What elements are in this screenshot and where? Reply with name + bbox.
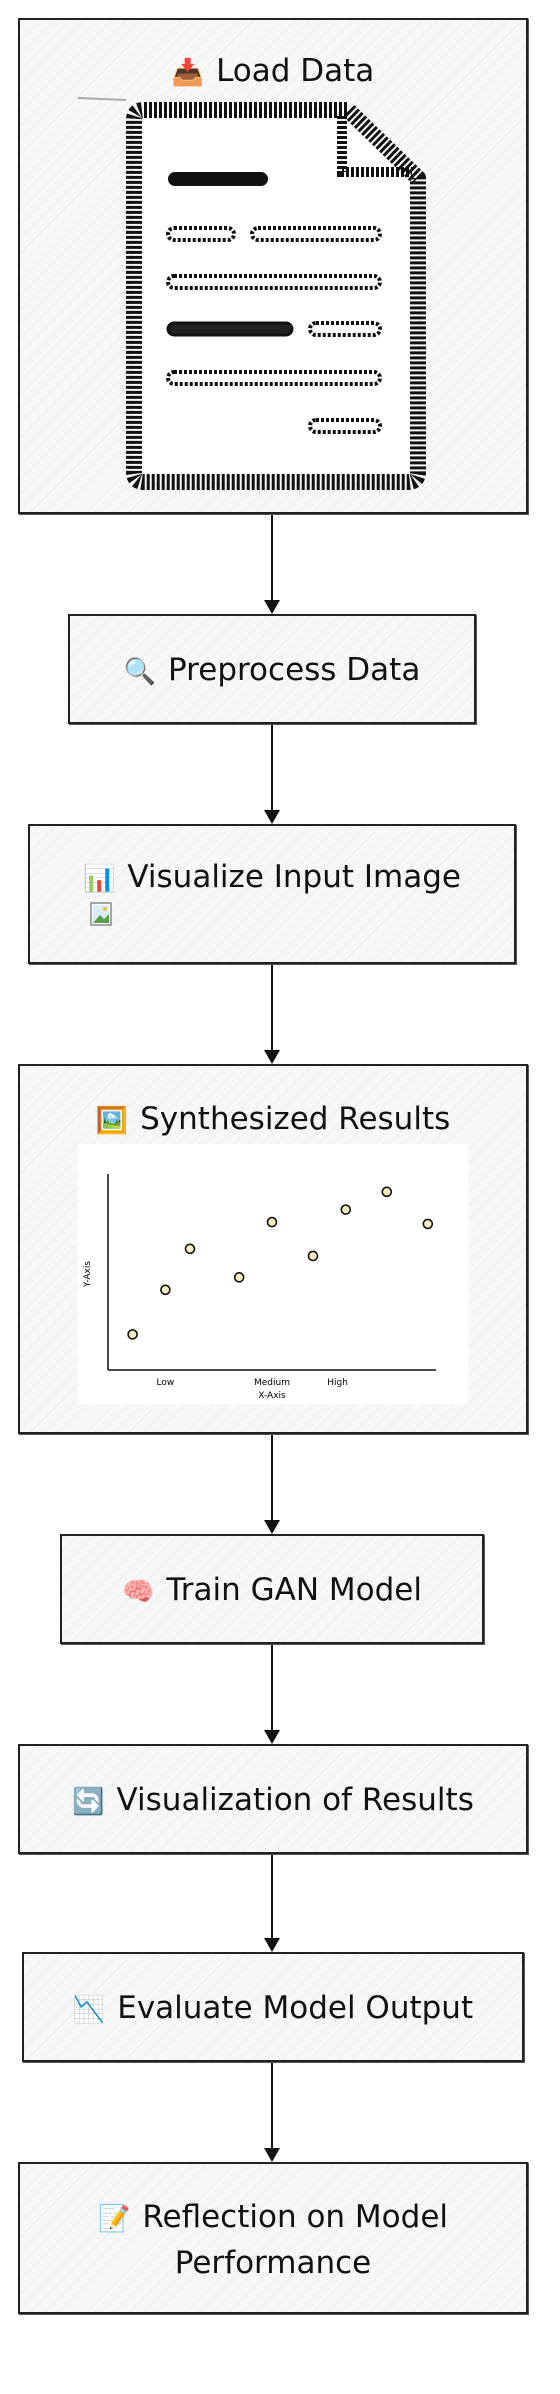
- scatter-point: [422, 1218, 434, 1230]
- node-visualization-of-results[interactable]: 🔄 Visualization of Results: [18, 1744, 528, 1854]
- refresh-icon: 🔄: [72, 1787, 105, 1817]
- scatter-point: [184, 1243, 196, 1255]
- x-tick-label: High: [327, 1378, 348, 1388]
- x-tick-label: Low: [157, 1378, 175, 1388]
- arrow-visualize-to-synth: [264, 962, 280, 1064]
- scatter-point: [233, 1272, 245, 1283]
- node-preprocess-data[interactable]: 🔍 Preprocess Data: [68, 614, 476, 724]
- scatter-plot: Low Medium High X-Axis Y-Axis: [83, 1174, 436, 1401]
- node-visualize-input-image[interactable]: 📊 Visualize Input Image: [28, 824, 516, 964]
- node-train-gan-model[interactable]: 🧠 Train GAN Model: [60, 1534, 484, 1644]
- node-reflection-title-line2: Performance: [174, 2245, 372, 2281]
- node-load-data[interactable]: 📥 Load Data: [18, 18, 528, 514]
- node-evaluate-model-output-title: 📉 Evaluate Model Output: [72, 1990, 474, 2026]
- inbox-tray-icon: 📥: [171, 58, 205, 88]
- scatter-point: [381, 1186, 393, 1198]
- arrow-preprocess-to-visualize: [264, 722, 280, 824]
- node-evaluate-model-output[interactable]: 📉 Evaluate Model Output: [22, 1952, 524, 2062]
- node-visualization-of-results-title: 🔄 Visualization of Results: [72, 1782, 474, 1818]
- scatter-point: [160, 1284, 171, 1296]
- memo-icon: 📝: [97, 2204, 131, 2234]
- x-tick-label: Medium: [254, 1378, 290, 1388]
- x-axis-label: X-Axis: [258, 1391, 286, 1401]
- arrow-vizres-to-evaluate: [264, 1852, 280, 1952]
- scatter-point: [127, 1329, 138, 1340]
- node-train-gan-model-title: 🧠 Train GAN Model: [122, 1572, 422, 1608]
- node-visualize-input-image-title: 📊 Visualize Input Image: [83, 859, 461, 895]
- arrow-load-to-preprocess: [264, 512, 280, 614]
- scatter-chart: Low Medium High X-Axis Y-Axis: [78, 1144, 468, 1404]
- node-synthesized-results-title: 🖼️ Synthesized Results: [95, 1101, 451, 1137]
- document-icon: [77, 97, 426, 490]
- node-reflection-on-model-performance[interactable]: 📝 Reflection on Model Performance: [18, 2162, 528, 2314]
- scatter-point: [266, 1216, 278, 1228]
- bar-chart-icon: 📊: [83, 864, 116, 894]
- arrow-synth-to-train: [264, 1432, 280, 1534]
- scatter-point: [307, 1250, 319, 1262]
- node-load-data-title: 📥 Load Data: [171, 53, 375, 89]
- magnifier-icon: 🔍: [123, 657, 157, 687]
- y-axis-label: Y-Axis: [83, 1261, 93, 1288]
- brain-icon: 🧠: [122, 1577, 155, 1607]
- node-synthesized-results[interactable]: 🖼️ Synthesized Results Low Medium High X-Ax…: [18, 1064, 528, 1434]
- arrow-evaluate-to-reflect: [264, 2062, 280, 2162]
- arrow-train-to-vizres: [264, 1642, 280, 1744]
- broken-image-icon: [90, 902, 112, 926]
- framed-picture-icon: 🖼️: [95, 1106, 129, 1136]
- node-reflection-title-line1: 📝 Reflection on Model: [97, 2199, 448, 2235]
- node-preprocess-data-title: 🔍 Preprocess Data: [123, 652, 421, 688]
- scatter-point: [340, 1204, 352, 1215]
- chart-decreasing-icon: 📉: [72, 1995, 106, 2025]
